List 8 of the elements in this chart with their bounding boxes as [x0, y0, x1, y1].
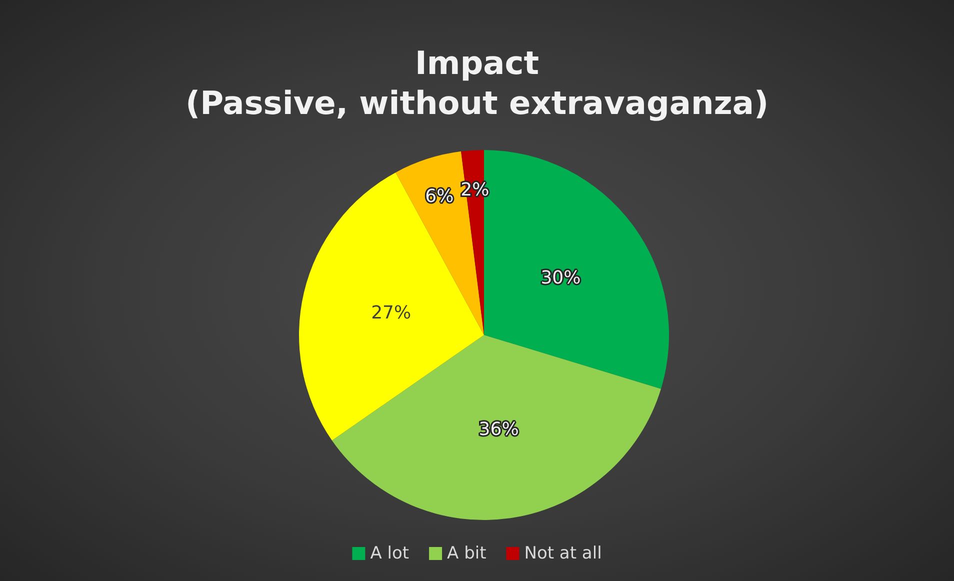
data-label: 6%: [425, 186, 454, 207]
legend-label: Not at all: [524, 544, 602, 564]
legend-label: A lot: [370, 544, 410, 564]
chart-title: Impact (Passive, without extravaganza): [185, 44, 769, 122]
data-label: 30%: [540, 268, 581, 289]
data-label: 27%: [371, 302, 412, 324]
data-label: 36%: [478, 418, 519, 440]
legend-label: A bit: [447, 544, 487, 564]
